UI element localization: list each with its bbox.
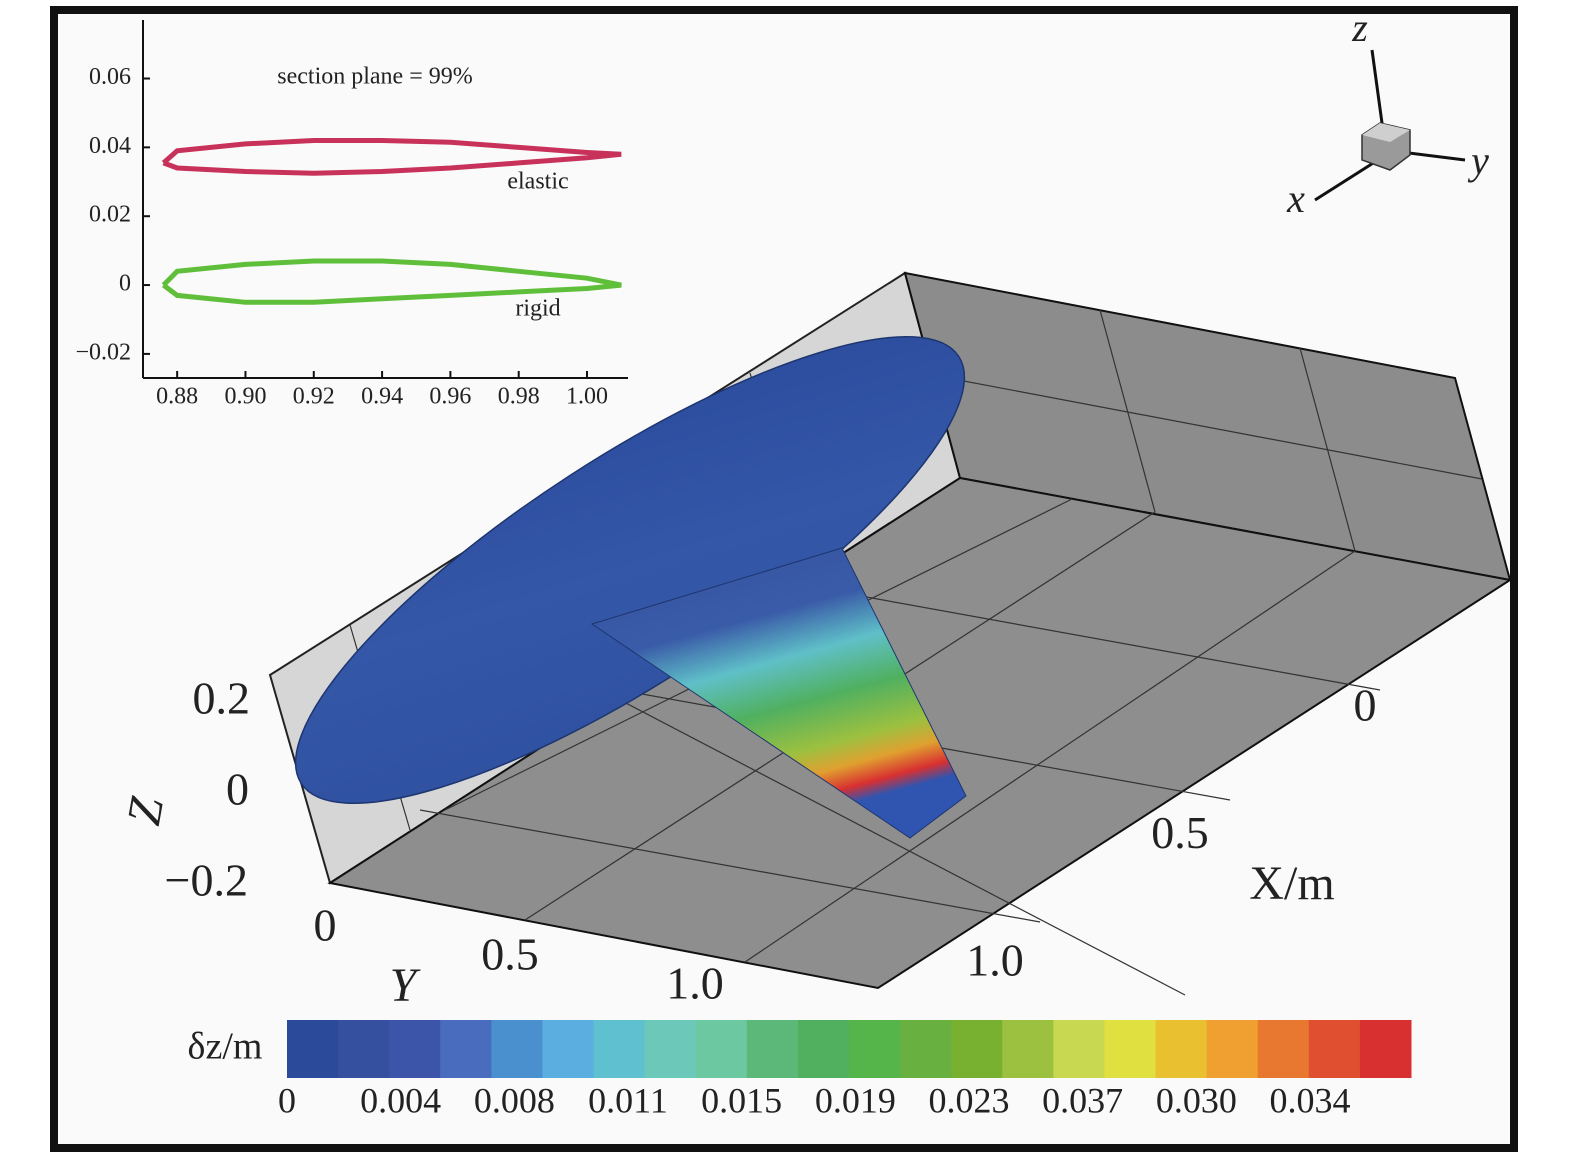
tail-surface bbox=[590, 547, 967, 839]
grid-line bbox=[931, 374, 1483, 480]
y-tick-label: 0 bbox=[119, 271, 131, 297]
x-tick-label: 0.96 bbox=[429, 384, 471, 410]
colorbar-segment bbox=[338, 1020, 390, 1078]
y-tick-label: 0.06 bbox=[89, 64, 131, 90]
grid-line bbox=[744, 550, 1356, 963]
colorbar-segment bbox=[1002, 1020, 1054, 1078]
colorbar-tick-label: 0.019 bbox=[815, 1080, 896, 1120]
z-tick-label: −0.2 bbox=[165, 855, 248, 906]
colorbar-segment bbox=[1359, 1020, 1412, 1078]
airfoil-line bbox=[161, 258, 622, 305]
x-tick-label: 0.90 bbox=[224, 384, 266, 410]
colorbar-tick-label: 0.011 bbox=[588, 1080, 668, 1120]
colorbar-segment bbox=[951, 1020, 1003, 1078]
triad-cube-top bbox=[1362, 123, 1410, 142]
y-tick-label: 0.04 bbox=[89, 133, 131, 159]
colorbar-segment bbox=[1206, 1020, 1259, 1078]
colorbar-segment bbox=[695, 1020, 748, 1078]
x-tick-label: 0.88 bbox=[156, 384, 198, 410]
y-tick-label: 0.02 bbox=[89, 202, 131, 228]
grid-line bbox=[1099, 309, 1156, 513]
colorbar-segment bbox=[491, 1020, 543, 1078]
y-tick-label: 1.0 bbox=[666, 958, 724, 1009]
triad-label: z bbox=[1351, 5, 1368, 50]
x-tick-label: 1.00 bbox=[566, 384, 608, 410]
colorbar-segment bbox=[593, 1020, 646, 1078]
annotation: elastic bbox=[507, 169, 568, 195]
grid-line bbox=[419, 809, 1041, 923]
grid-line bbox=[619, 699, 1186, 996]
z-tick-label: 0.2 bbox=[193, 673, 251, 724]
y-tick-label: −0.02 bbox=[75, 339, 131, 365]
colorbar-segment bbox=[542, 1020, 595, 1078]
x-tick-label: 0.5 bbox=[1151, 807, 1209, 858]
colorbar-segment bbox=[1257, 1020, 1310, 1078]
colorbar-tick-label: 0.008 bbox=[474, 1080, 555, 1120]
colorbar-segment bbox=[440, 1020, 492, 1078]
colorbar-segment bbox=[644, 1020, 697, 1078]
x-axis-label: X/m bbox=[1249, 857, 1334, 910]
annotation: section plane = 99% bbox=[277, 64, 472, 90]
colorbar-tick-label: 0.034 bbox=[1270, 1080, 1351, 1120]
colorbar-tick-label: 0.015 bbox=[701, 1080, 782, 1120]
colorbar-segment bbox=[900, 1020, 952, 1078]
y-tick-label: 0 bbox=[314, 900, 337, 951]
colorbar-tick-label: 0.004 bbox=[360, 1080, 441, 1120]
colorbar-tick-label: 0.030 bbox=[1156, 1080, 1237, 1120]
colorbar-label: δz/m bbox=[188, 1026, 263, 1068]
colorbar-segment bbox=[1155, 1020, 1208, 1078]
orientation-triad: x y z bbox=[1286, 5, 1489, 221]
grid-line bbox=[799, 584, 1381, 691]
colorbar-segment bbox=[849, 1020, 901, 1078]
triad-label: y bbox=[1467, 138, 1489, 183]
x-tick-label: 0.92 bbox=[293, 384, 335, 410]
y-tick-label: 0.5 bbox=[481, 929, 539, 980]
colorbar-segment bbox=[1308, 1020, 1361, 1078]
inset-chart: section plane = 99% elastic rigid bbox=[142, 20, 628, 379]
triad-axis bbox=[1314, 158, 1379, 202]
colorbar-segment bbox=[797, 1020, 850, 1078]
y-axis-label: Y bbox=[390, 959, 421, 1012]
colorbar-segment bbox=[746, 1020, 799, 1078]
colorbar-segment bbox=[1053, 1020, 1105, 1078]
z-tick-label: 0 bbox=[226, 764, 249, 815]
colorbar-tick-label: 0 bbox=[278, 1080, 296, 1120]
colorbar-segment bbox=[287, 1020, 339, 1078]
colorbar-segment bbox=[389, 1020, 441, 1078]
airfoil-line bbox=[161, 138, 622, 176]
x-tick-label: 0.94 bbox=[361, 384, 403, 410]
x-tick-label: 0 bbox=[1354, 680, 1377, 731]
colorbar-tick-label: 0.037 bbox=[1042, 1080, 1123, 1120]
x-tick-label: 1.0 bbox=[966, 935, 1024, 986]
x-tick-label: 0.98 bbox=[498, 384, 540, 410]
triad-label: x bbox=[1286, 176, 1305, 221]
colorbar-segment bbox=[1104, 1020, 1157, 1078]
colorbar-tick-label: 0.023 bbox=[929, 1080, 1010, 1120]
annotation: rigid bbox=[515, 296, 560, 322]
